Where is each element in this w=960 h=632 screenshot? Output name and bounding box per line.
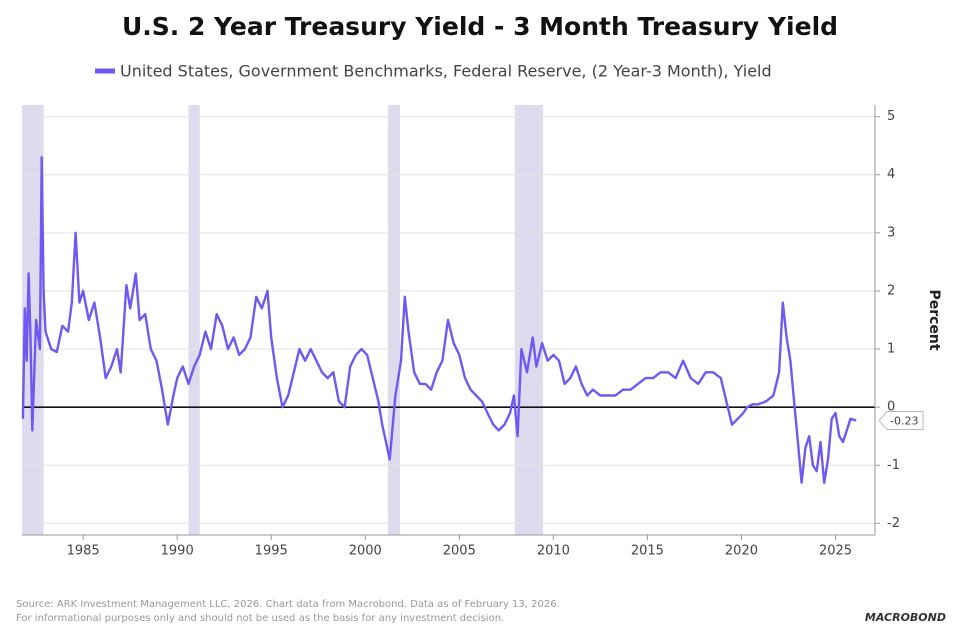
series-line (21, 156, 857, 484)
y-tick-label: 1 (887, 342, 895, 357)
disclaimer: For informational purposes only and shou… (16, 613, 504, 624)
y-axis-label: Percent (926, 289, 942, 350)
recession-band (387, 105, 401, 535)
source: Source: ARK Investment Management LLC, 2… (16, 599, 560, 610)
legend-label: United States, Government Benchmarks, Fe… (120, 62, 772, 81)
last-value-box (878, 411, 924, 431)
x-tick-label: 2020 (725, 544, 758, 559)
x-tick-label: 1990 (161, 544, 194, 559)
y-tick-label: 4 (887, 167, 895, 182)
y-tick-label: 2 (887, 283, 895, 298)
recession-band (514, 105, 544, 535)
recession-band (188, 105, 200, 535)
x-tick-label: 2010 (537, 544, 570, 559)
x-tick-label: 2025 (819, 544, 852, 559)
last-value-label: -0.23 (890, 415, 918, 428)
x-tick-label: 1995 (255, 544, 288, 559)
y-tick-label: 3 (887, 225, 895, 240)
x-tick-label: 1985 (67, 544, 100, 559)
logo: MACROBOND (865, 611, 946, 624)
y-tick-label: 0 (887, 400, 895, 415)
y-tick-label: -2 (887, 516, 900, 531)
y-tick-label: 5 (887, 109, 895, 124)
y-tick-label: -1 (887, 458, 900, 473)
x-tick-label: 2000 (349, 544, 382, 559)
chart-title: U.S. 2 Year Treasury Yield - 3 Month Tre… (122, 12, 838, 41)
x-tick-label: 2015 (631, 544, 664, 559)
recession-band (22, 105, 44, 535)
x-tick-label: 2005 (443, 544, 476, 559)
